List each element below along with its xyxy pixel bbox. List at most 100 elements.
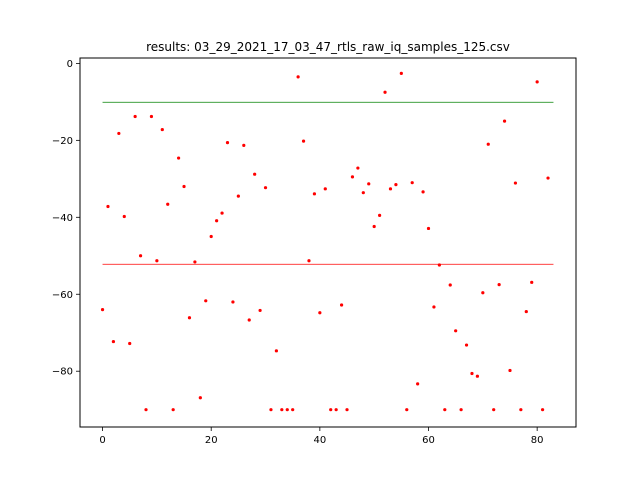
data-point [258,308,262,313]
data-point [540,408,545,412]
x-tick-label: 40 [313,435,326,446]
data-point [285,408,289,412]
data-point [318,311,322,315]
data-point [225,141,230,145]
data-point [296,75,300,79]
data-point [497,283,501,287]
data-point [334,408,338,412]
data-point [231,300,235,304]
data-point [378,213,382,217]
data-point [546,176,550,180]
data-point [187,316,192,320]
data-point [198,396,202,400]
data-point [236,194,240,198]
data-point [502,119,507,123]
data-point [372,224,376,229]
data-point [459,408,463,412]
data-point [323,187,327,191]
data-point [432,305,436,309]
data-point [524,309,528,314]
data-point [329,408,333,412]
data-point [481,291,485,295]
data-point [388,187,393,191]
data-point [117,131,121,136]
data-point [513,181,518,185]
y-tick-label: 0 [67,59,73,70]
data-point [280,408,284,412]
data-point [519,408,523,412]
data-point [421,190,425,194]
data-point [394,182,398,187]
data-point [209,234,213,239]
data-point [416,382,420,386]
y-axis: 0 −20 −40 −60 −80 [52,59,80,378]
data-point [215,219,219,223]
y-tick-label: −60 [52,290,73,301]
data-point [530,280,534,284]
data-point [301,139,306,143]
data-point [128,341,132,346]
data-point [155,259,159,263]
data-point [263,186,268,190]
data-point [405,408,409,412]
data-point [166,202,170,206]
data-point [106,204,110,209]
data-point [437,263,441,267]
data-point [486,142,490,146]
reference-lines [102,101,554,265]
data-point [122,214,126,219]
data-point [535,80,539,84]
data-point [138,254,143,258]
data-point [171,408,175,412]
data-point [274,349,278,353]
data-point [111,339,116,344]
data-points [100,71,550,412]
data-point [242,143,246,147]
data-point [204,299,208,303]
data-point [464,343,469,347]
data-point [193,260,197,264]
y-tick-label: −80 [52,367,73,378]
data-point [443,408,447,412]
data-point [383,90,387,94]
data-point [410,181,414,185]
x-tick-label: 20 [205,435,218,446]
data-point [160,127,164,132]
data-point [454,329,458,333]
y-tick-label: −20 [52,136,73,147]
data-point [133,114,137,119]
data-point [100,308,105,312]
data-point [426,226,431,231]
data-point [339,303,344,307]
data-point [144,408,148,412]
data-point [291,408,295,412]
data-point [312,192,317,196]
data-point [345,408,349,412]
data-point [470,371,474,376]
data-point [149,114,154,119]
x-tick-label: 0 [99,435,105,446]
data-point [350,175,355,179]
plot-area-frame [79,57,577,428]
data-point [247,318,251,322]
data-point [269,408,273,412]
y-tick-label: −40 [52,213,73,224]
data-point [182,184,186,189]
data-point [307,259,311,263]
data-point [361,191,365,195]
data-point [508,368,512,373]
data-point [399,71,403,75]
chart-title: results: 03_29_2021_17_03_47_rtls_raw_iq… [146,40,510,54]
data-point [475,374,479,378]
data-point [177,156,181,160]
data-point [367,182,371,186]
x-axis: 0 20 40 60 80 [99,427,544,446]
x-tick-label: 60 [422,435,435,446]
data-point [253,172,257,176]
x-tick-label: 80 [531,435,544,446]
data-point [220,211,224,215]
data-point [356,166,360,170]
data-point [492,408,496,412]
